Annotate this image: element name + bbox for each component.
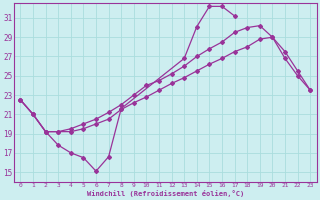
X-axis label: Windchill (Refroidissement éolien,°C): Windchill (Refroidissement éolien,°C) <box>87 190 244 197</box>
